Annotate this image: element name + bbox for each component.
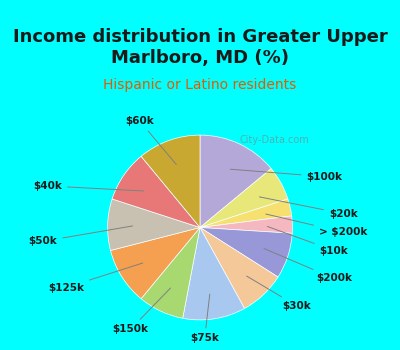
Wedge shape <box>200 228 278 308</box>
Wedge shape <box>110 228 200 299</box>
Wedge shape <box>141 135 200 228</box>
Text: City-Data.com: City-Data.com <box>239 135 309 145</box>
Text: $10k: $10k <box>267 226 348 256</box>
Text: $200k: $200k <box>264 248 352 283</box>
Text: Income distribution in Greater Upper
Marlboro, MD (%): Income distribution in Greater Upper Mar… <box>13 28 387 67</box>
Text: $30k: $30k <box>247 276 311 311</box>
Wedge shape <box>200 135 271 228</box>
Wedge shape <box>141 228 200 318</box>
Wedge shape <box>183 228 244 320</box>
Wedge shape <box>112 156 200 228</box>
Text: > $200k: > $200k <box>266 214 368 237</box>
Text: Hispanic or Latino residents: Hispanic or Latino residents <box>103 78 297 92</box>
Text: $75k: $75k <box>190 294 219 343</box>
Wedge shape <box>200 228 292 277</box>
Text: $40k: $40k <box>33 181 144 191</box>
Text: $150k: $150k <box>113 288 170 334</box>
Wedge shape <box>200 169 288 228</box>
Text: $50k: $50k <box>28 226 133 246</box>
Text: $20k: $20k <box>260 197 358 219</box>
Wedge shape <box>108 199 200 251</box>
Text: $60k: $60k <box>126 116 176 164</box>
Wedge shape <box>200 216 292 233</box>
Text: $100k: $100k <box>230 169 343 182</box>
Wedge shape <box>200 199 292 228</box>
Text: $125k: $125k <box>48 263 143 293</box>
